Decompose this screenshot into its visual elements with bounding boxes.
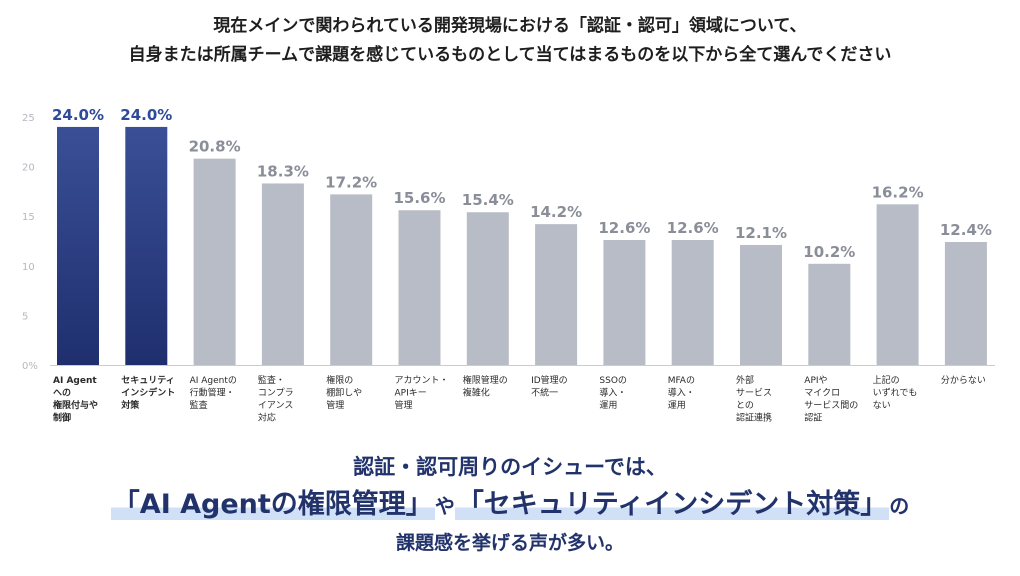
survey-question: 現在メインで関わられている開発現場における「認証・認可」領域について、 自身また… (0, 12, 1020, 70)
bar-series (57, 126, 987, 365)
value-label: 15.6% (393, 189, 445, 207)
value-label: 10.2% (803, 243, 855, 261)
category-label: 監査・コンプライアンス対応 (258, 374, 294, 424)
bar (466, 212, 509, 365)
bar (330, 194, 373, 365)
bar (876, 204, 919, 365)
conclusion-line-2: 「AI Agentの権限管理」 や「セキュリティインシデント対策」の (0, 484, 1020, 527)
bar (808, 263, 851, 365)
category-label: セキュリティインシデント対策 (120, 375, 175, 411)
highlight-ai-agent: 「AI Agentの権限管理」 (110, 489, 435, 520)
bar (125, 126, 168, 365)
category-label: アカウント・ APIキー管理 (395, 375, 449, 411)
value-label: 12.6% (598, 219, 650, 237)
category-label: 外部サービスとの認証連携 (736, 374, 772, 424)
bar (193, 158, 236, 365)
category-label: 権限の棚卸しや管理 (326, 374, 362, 411)
category-label: SSOの導入・運用 (599, 376, 627, 411)
value-label: 17.2% (325, 173, 377, 191)
y-tick-label: 25 (22, 113, 35, 124)
value-labels: 24.0% 24.0% 20.8% 18.3% 17.2% 15.6% 15.4% 14.2%… (52, 106, 992, 261)
bar (535, 224, 578, 365)
bar (261, 183, 304, 365)
question-line-1: 現在メインで関わられている開発現場における「認証・認可」領域について、 (213, 16, 807, 36)
value-label: 12.6% (667, 219, 719, 237)
conclusion-connector: や (434, 494, 455, 518)
category-label: AI Agentの行動管理・監査 (190, 376, 237, 411)
y-tick-label: 0% (22, 361, 38, 372)
conclusion-line-3: 課題感を挙げる声が多い。 (395, 532, 624, 554)
category-label: 分からない (941, 375, 986, 386)
bar (57, 126, 99, 365)
value-label: 15.4% (462, 191, 514, 209)
bar (398, 210, 441, 365)
category-label: 権限管理の複雑化 (463, 374, 508, 399)
category-label: MFAの導入・運用 (668, 376, 695, 411)
y-tick-label: 10 (22, 262, 35, 273)
y-axis: 0% 5 10 15 20 25 (22, 113, 995, 372)
category-label: AI Agent への権限付与や制御 (53, 376, 98, 424)
bar-chart: 0% 5 10 15 20 25 24.0% 24.0% 20.8% 18.3% 17.2% 15.… (22, 106, 995, 424)
bar (603, 240, 646, 365)
category-label: 上記のいずれでもない (873, 374, 918, 411)
conclusion-line-1: 認証・認可周りのイシューでは、 (353, 455, 667, 479)
y-tick-label: 5 (22, 311, 28, 322)
highlight-security-incident: 「セキュリティインシデント対策」 (454, 489, 890, 520)
value-label: 18.3% (257, 162, 309, 180)
value-label: 24.0% (52, 106, 104, 124)
category-label: ID管理の不統一 (531, 374, 568, 399)
conclusion: 認証・認可周りのイシューでは、 「AI Agentの権限管理」 や「セキュリティイ… (0, 452, 1020, 557)
category-label: APIやマイクロサービス間の認証 (804, 375, 858, 424)
y-tick-label: 20 (22, 163, 35, 174)
bar (671, 240, 714, 365)
value-label: 16.2% (872, 183, 924, 201)
value-label: 24.0% (120, 106, 172, 124)
question-line-2: 自身または所属チームで課題を感じているものとして当てはまるものを以下から全て選ん… (128, 45, 892, 65)
bar (944, 241, 987, 365)
value-label: 12.4% (940, 221, 992, 239)
y-tick-label: 15 (22, 212, 35, 223)
conclusion-suffix: の (889, 494, 910, 518)
value-label: 14.2% (530, 203, 582, 221)
bar (740, 244, 782, 365)
value-label: 20.8% (189, 138, 241, 156)
value-label: 12.1% (735, 224, 787, 242)
